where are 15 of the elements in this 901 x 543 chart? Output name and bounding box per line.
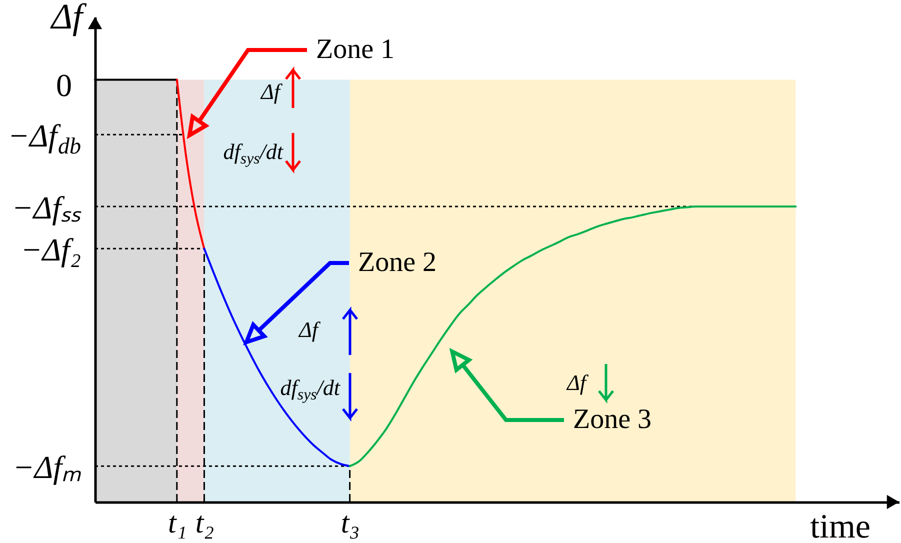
ref-line-label: −Δfₛₛ bbox=[12, 189, 82, 226]
x-tick-label: t₂ bbox=[195, 506, 214, 540]
x-tick-label: t₃ bbox=[340, 506, 360, 540]
band-label: Zone 1 bbox=[316, 34, 395, 65]
y-axis-title: Δf bbox=[49, 0, 88, 36]
ref-line-label: −Δf₂ bbox=[20, 232, 81, 268]
annotation: Zone 3 bbox=[573, 404, 652, 435]
annotation: Δf bbox=[566, 370, 589, 395]
annotation: Δf bbox=[260, 79, 283, 104]
ref-line-label: −Δfₘ bbox=[12, 449, 82, 486]
annotation: Δf bbox=[298, 317, 321, 342]
x-axis-title: time bbox=[810, 508, 870, 543]
x-tick-label: t₁ bbox=[168, 506, 187, 540]
text: 0 bbox=[56, 67, 72, 103]
band-label: Zone 2 bbox=[358, 247, 437, 278]
